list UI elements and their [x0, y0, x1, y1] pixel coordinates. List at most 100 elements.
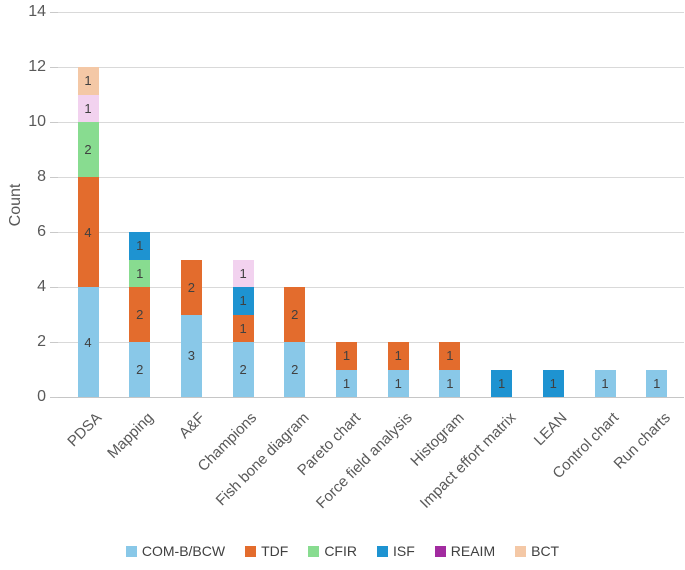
bar-segment: 4	[77, 287, 99, 397]
y-tick-label: 4	[37, 278, 46, 295]
x-category-label: LEAN	[530, 409, 571, 450]
y-tick-label: 0	[37, 388, 46, 405]
x-axis-line	[58, 397, 684, 398]
bar-segment-label: 1	[136, 265, 144, 281]
gridline	[58, 67, 684, 68]
bar-segment-label: 1	[239, 320, 247, 336]
bar-segment-label: 2	[291, 307, 299, 322]
bar-segment-label: 2	[239, 362, 247, 377]
gridline	[58, 287, 684, 288]
legend-label: ISF	[392, 543, 415, 559]
bar-segment: 1	[336, 369, 357, 397]
bar-segment: 2	[284, 342, 306, 397]
y-tick-mark	[50, 67, 58, 68]
x-category-label: Mapping	[104, 409, 158, 463]
bar-segment-label: 1	[653, 375, 661, 391]
bar-segment: 1	[646, 369, 668, 397]
legend-swatch	[434, 545, 446, 557]
bar-segment: 2	[129, 287, 151, 342]
bar-segment: 1	[336, 342, 357, 370]
gridline	[58, 177, 684, 178]
bar-segment: 1	[129, 232, 151, 260]
bar-segment-label: 1	[497, 375, 506, 391]
legend-label: COM-B/BCW	[141, 543, 226, 559]
y-tick-label: 2	[37, 333, 46, 350]
legend-label: REAIM	[450, 543, 496, 559]
y-tick-mark	[50, 12, 58, 13]
legend-swatch	[376, 545, 388, 557]
bar-segment: 1	[439, 369, 461, 397]
bar-segment: 3	[180, 314, 202, 397]
legend-item: ISF	[376, 543, 415, 559]
legend-item: COM-B/BCW	[125, 543, 226, 559]
bar-segment-label: 4	[84, 334, 92, 350]
x-category-label: Impact effort matrix	[416, 409, 519, 512]
legend: COM-B/BCW TDF CFIR ISF REAIM BCT	[0, 544, 685, 558]
bar-segment: 1	[387, 342, 409, 370]
bar-segment: 1	[232, 314, 254, 342]
bar-segment-label: 1	[342, 375, 351, 391]
bar-segment: 1	[77, 94, 99, 122]
bar-segment-label: 2	[136, 307, 144, 322]
bar-segment-label: 1	[446, 375, 454, 391]
bar-segment: 1	[129, 259, 151, 287]
legend-swatch	[245, 545, 257, 557]
bar-segment-label: 1	[549, 375, 557, 391]
y-tick-label: 8	[37, 168, 46, 185]
bar-segment-label: 1	[394, 348, 402, 364]
y-tick-mark	[50, 287, 58, 288]
legend-label: TDF	[261, 543, 289, 559]
bar-segment: 1	[594, 369, 616, 397]
x-category-label: Fish bone diagram	[212, 409, 313, 510]
bar-segment: 2	[180, 259, 202, 315]
bar-segment-label: 2	[291, 362, 299, 377]
y-tick-mark	[50, 122, 58, 123]
y-tick-label: 10	[28, 113, 46, 130]
y-tick-label: 6	[37, 223, 46, 240]
bar-segment: 1	[542, 369, 564, 397]
legend-swatch	[308, 545, 320, 557]
bar-segment-label: 2	[136, 362, 144, 377]
bar-segment-label: 1	[84, 100, 92, 116]
legend-swatch	[515, 545, 527, 557]
x-category-label: A&F	[176, 409, 209, 442]
bar-segment: 2	[284, 287, 306, 342]
bar-segment-label: 1	[446, 348, 454, 364]
legend-label: BCT	[531, 543, 560, 559]
bar-segment-label: 2	[187, 279, 195, 295]
x-category-label: PDSA	[64, 409, 106, 451]
bar-segment: 2	[77, 122, 99, 177]
bar-segment-label: 1	[136, 238, 144, 254]
bar-segment-label: 1	[601, 375, 609, 391]
bar-segment: 1	[77, 67, 99, 95]
x-category-label: Force field analysis	[312, 409, 416, 513]
bar-segment: 4	[77, 177, 99, 287]
bar-segment-label: 1	[239, 293, 247, 309]
bar-segment: 1	[439, 342, 461, 370]
gridline	[58, 232, 684, 233]
y-tick-mark	[50, 397, 58, 398]
legend-item: TDF	[245, 544, 288, 558]
bar-segment: 1	[387, 369, 409, 397]
gridline	[58, 122, 684, 123]
bar-segment: 2	[232, 342, 254, 397]
y-tick-mark	[50, 342, 58, 343]
bar-segment: 1	[232, 259, 254, 287]
bar-segment-label: 2	[84, 142, 92, 157]
legend-item: BCT	[515, 544, 559, 558]
legend-item: REAIM	[434, 543, 496, 559]
legend-label: CFIR	[324, 543, 357, 559]
bar-segment: 2	[129, 342, 151, 397]
bar-segment-label: 1	[342, 348, 351, 364]
bar-segment-label: 1	[394, 375, 402, 391]
y-axis-title: Count	[7, 183, 24, 227]
bar-segment-label: 1	[239, 265, 247, 281]
y-tick-label: 12	[28, 58, 46, 75]
bar-segment: 1	[232, 287, 254, 315]
gridline	[58, 342, 684, 343]
y-tick-label: 14	[28, 3, 46, 20]
bar-segment: 1	[491, 369, 513, 397]
y-tick-mark	[50, 177, 58, 178]
gridline	[58, 12, 684, 13]
